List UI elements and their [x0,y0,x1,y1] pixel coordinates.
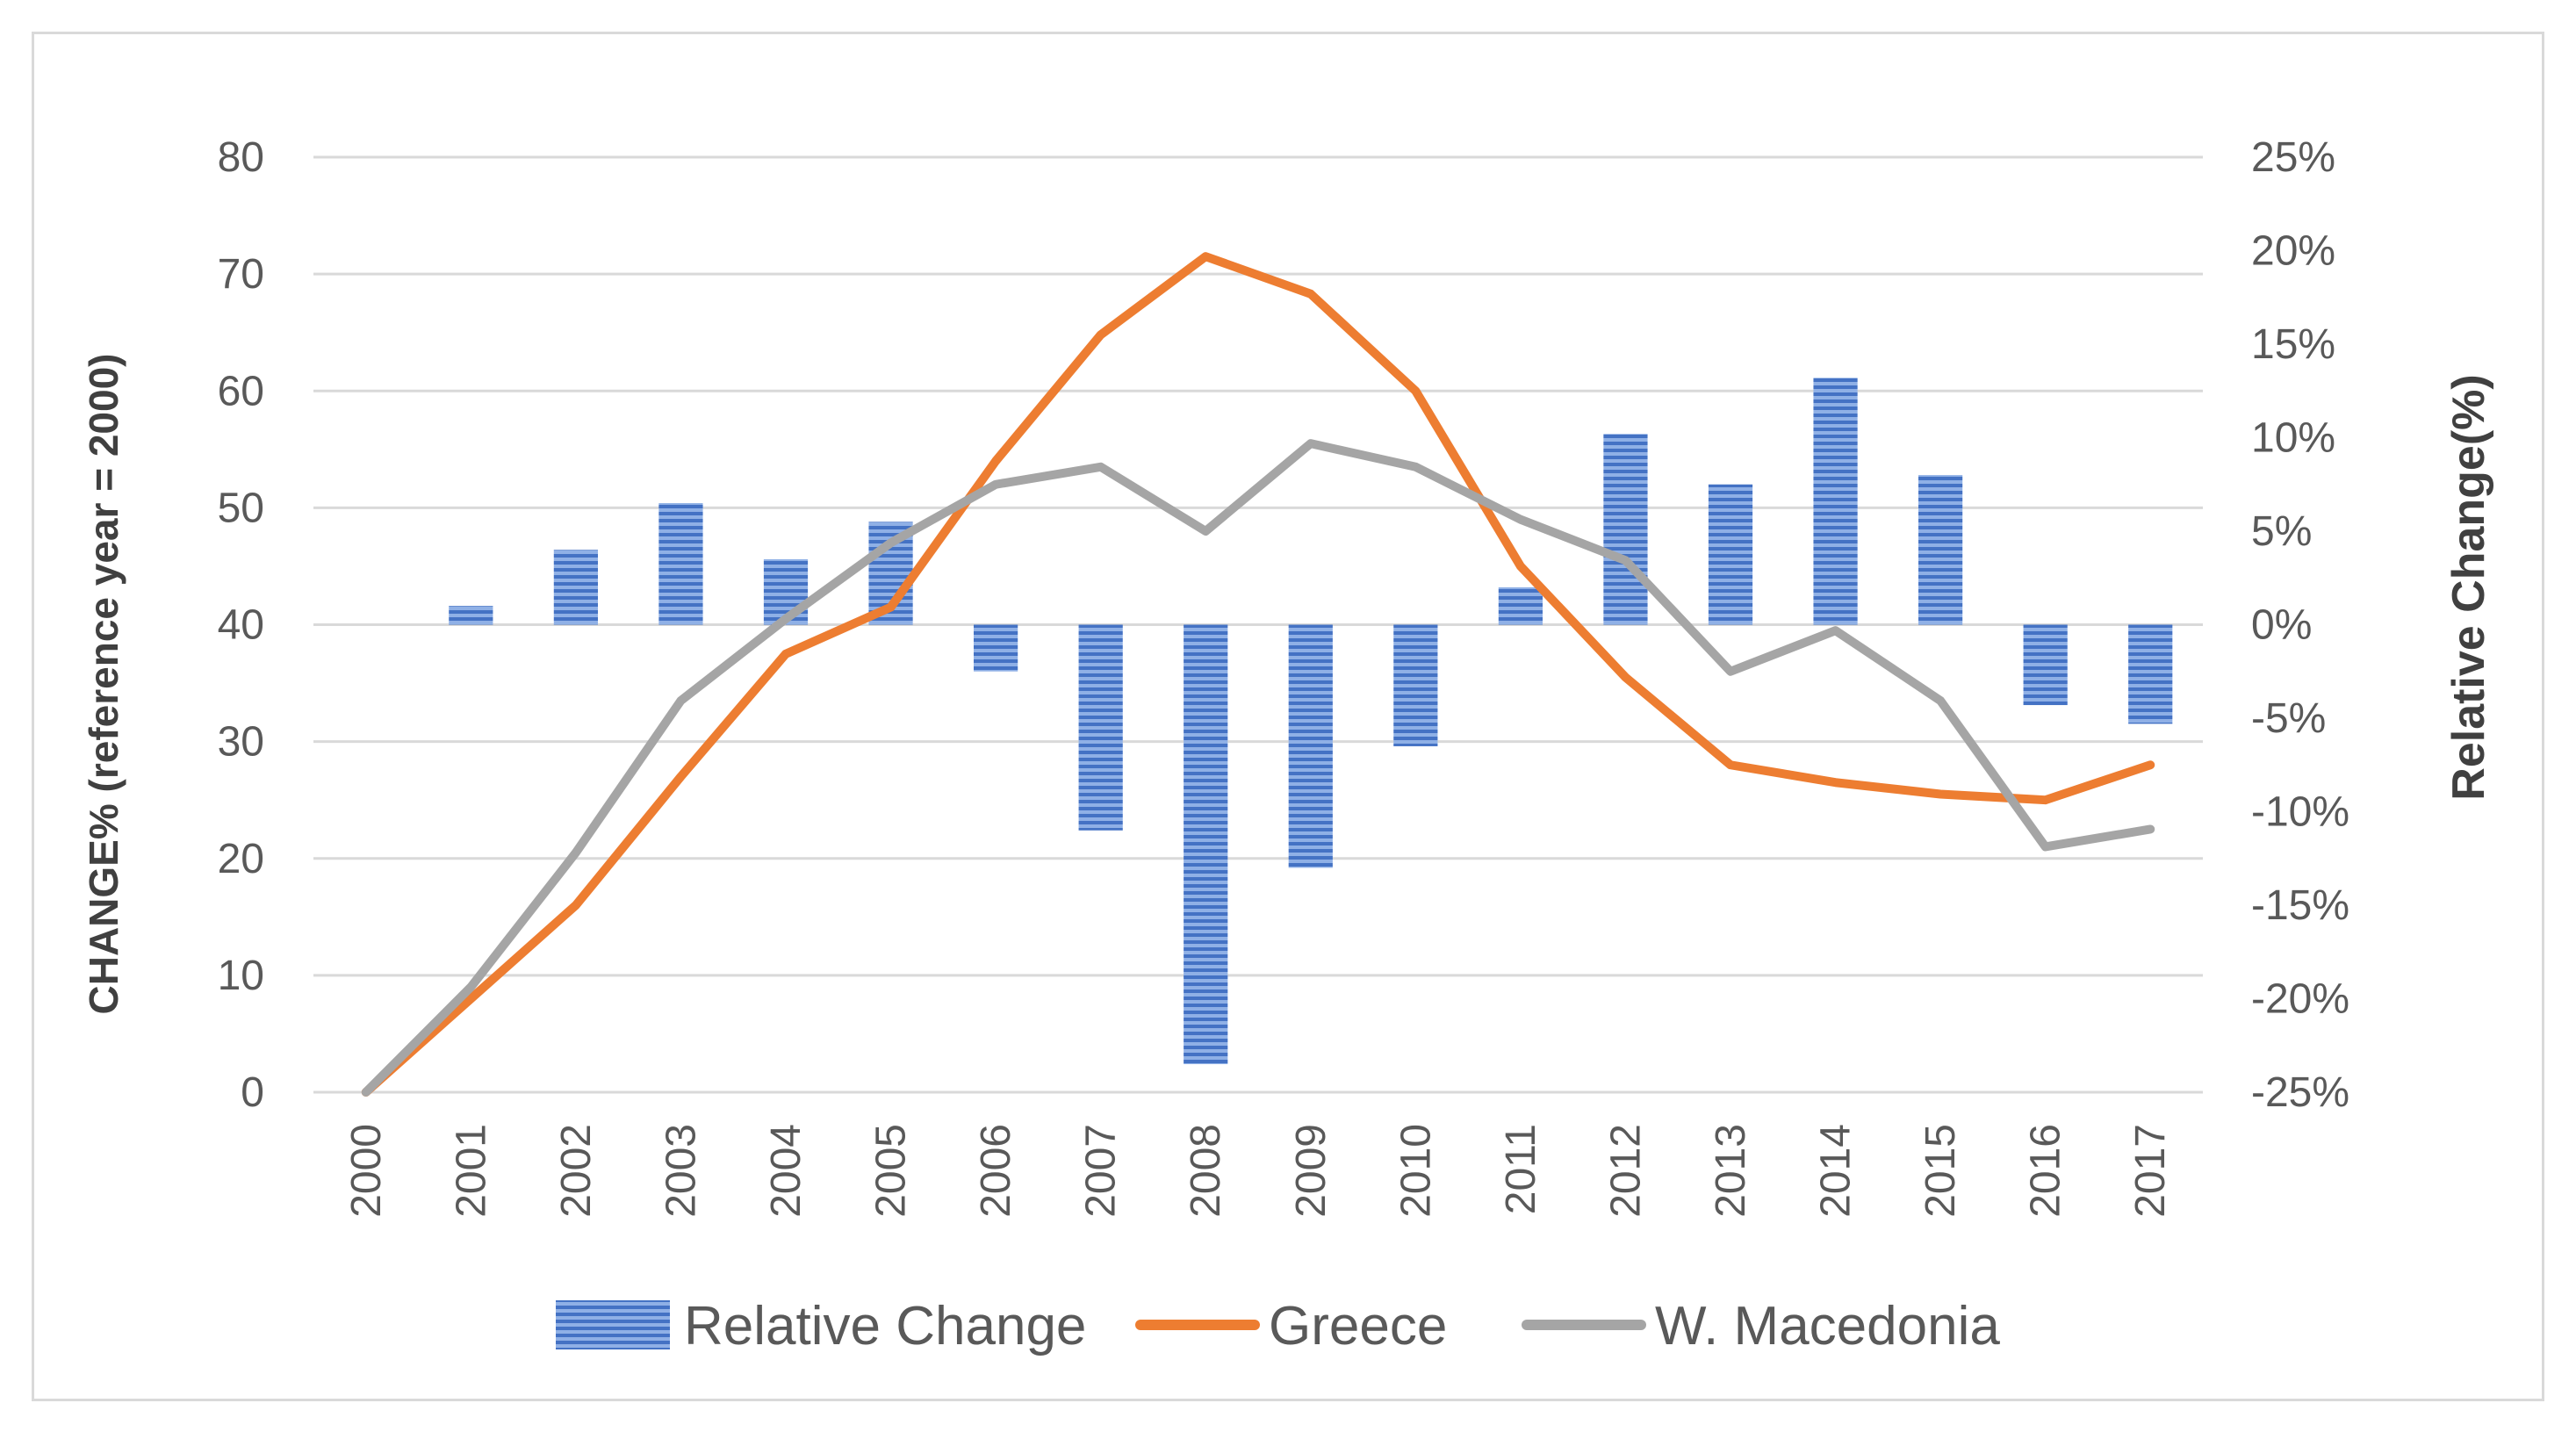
legend-swatch-relative-change [556,1300,670,1349]
chart-frame: 0 10 20 30 40 50 60 70 80 -25% -20% -15% -10% -5% 0% 5… [32,32,2544,1401]
bar [1918,475,1963,625]
bar [2023,624,2068,706]
x-tick-label: 2012 [1602,1124,1649,1218]
left-tick-label: 0 [241,1069,264,1116]
left-tick-label: 10 [218,953,264,999]
x-tick-label: 2013 [1708,1124,1754,1218]
x-tick-label: 2001 [448,1124,494,1218]
bar [2128,624,2173,724]
right-tick-label: 25% [2251,134,2335,181]
bar [1393,624,1438,746]
left-tick-label: 30 [218,719,264,766]
right-tick-label: 10% [2251,415,2335,462]
x-tick-label: 2014 [1813,1124,1860,1218]
left-tick-label: 40 [218,602,264,649]
bar [1813,378,1858,625]
right-tick-label: -20% [2251,976,2349,1023]
x-tick-label: 2015 [1918,1124,1964,1218]
bar [1184,624,1228,1065]
bar [1078,624,1123,831]
right-tick-label: -15% [2251,882,2349,929]
left-tick-label: 50 [218,485,264,531]
x-tick-label: 2010 [1392,1124,1439,1218]
x-tick-label: 2004 [763,1124,809,1218]
chart: 0 10 20 30 40 50 60 70 80 -25% -20% -15% -10% -5% 0% 5… [81,134,2494,1356]
bar [974,624,1018,672]
legend-label: W. Macedonia [1655,1296,2000,1356]
bar-series-relative-change [449,378,2173,1065]
left-tick-label: 20 [218,836,264,882]
x-tick-label: 2006 [973,1124,1019,1218]
bar [658,503,703,625]
right-tick-label: 20% [2251,228,2335,275]
bar [1708,484,1753,625]
legend-label: Relative Change [684,1296,1086,1356]
right-axis-ticks: -25% -20% -15% -10% -5% 0% 5% 10% 15% 20% 25% [2251,134,2349,1116]
x-tick-label: 2016 [2023,1124,2069,1218]
bar [1288,624,1333,868]
x-tick-label: 2000 [343,1124,390,1218]
x-tick-label: 2009 [1288,1124,1335,1218]
right-tick-label: 5% [2251,508,2312,555]
x-tick-label: 2011 [1498,1124,1544,1214]
line-series [361,252,2155,1097]
left-tick-label: 80 [218,134,264,181]
x-axis-ticks: 2000 2001 2002 2003 2004 2005 2006 2007 2008 2009… [343,1124,2174,1218]
x-tick-label: 2003 [658,1124,704,1218]
right-tick-label: -25% [2251,1069,2349,1116]
right-tick-label: 0% [2251,602,2312,649]
bar [1498,586,1543,625]
left-tick-label: 70 [218,251,264,298]
right-tick-label: -10% [2251,789,2349,836]
right-tick-label: 15% [2251,321,2335,368]
legend: Relative Change Greece W. Macedonia [556,1296,2000,1356]
x-tick-label: 2002 [553,1124,600,1218]
left-tick-label: 60 [218,368,264,414]
line-greece [361,252,2155,1097]
x-tick-label: 2017 [2127,1124,2174,1218]
bar [553,550,598,625]
legend-label: Greece [1269,1296,1447,1356]
left-axis-title: CHANGE% (reference year = 2000) [81,354,126,1015]
right-tick-label: -5% [2251,695,2326,742]
right-axis-title: Relative Change(%) [2443,374,2494,800]
gridlines [313,155,2203,1094]
x-tick-label: 2008 [1183,1124,1229,1218]
bar [449,606,493,625]
bar [1603,434,1648,625]
left-axis-ticks: 0 10 20 30 40 50 60 70 80 [218,134,264,1116]
line-w-macedonia [361,439,2155,1097]
x-tick-label: 2007 [1078,1124,1125,1218]
x-tick-label: 2005 [868,1124,915,1218]
